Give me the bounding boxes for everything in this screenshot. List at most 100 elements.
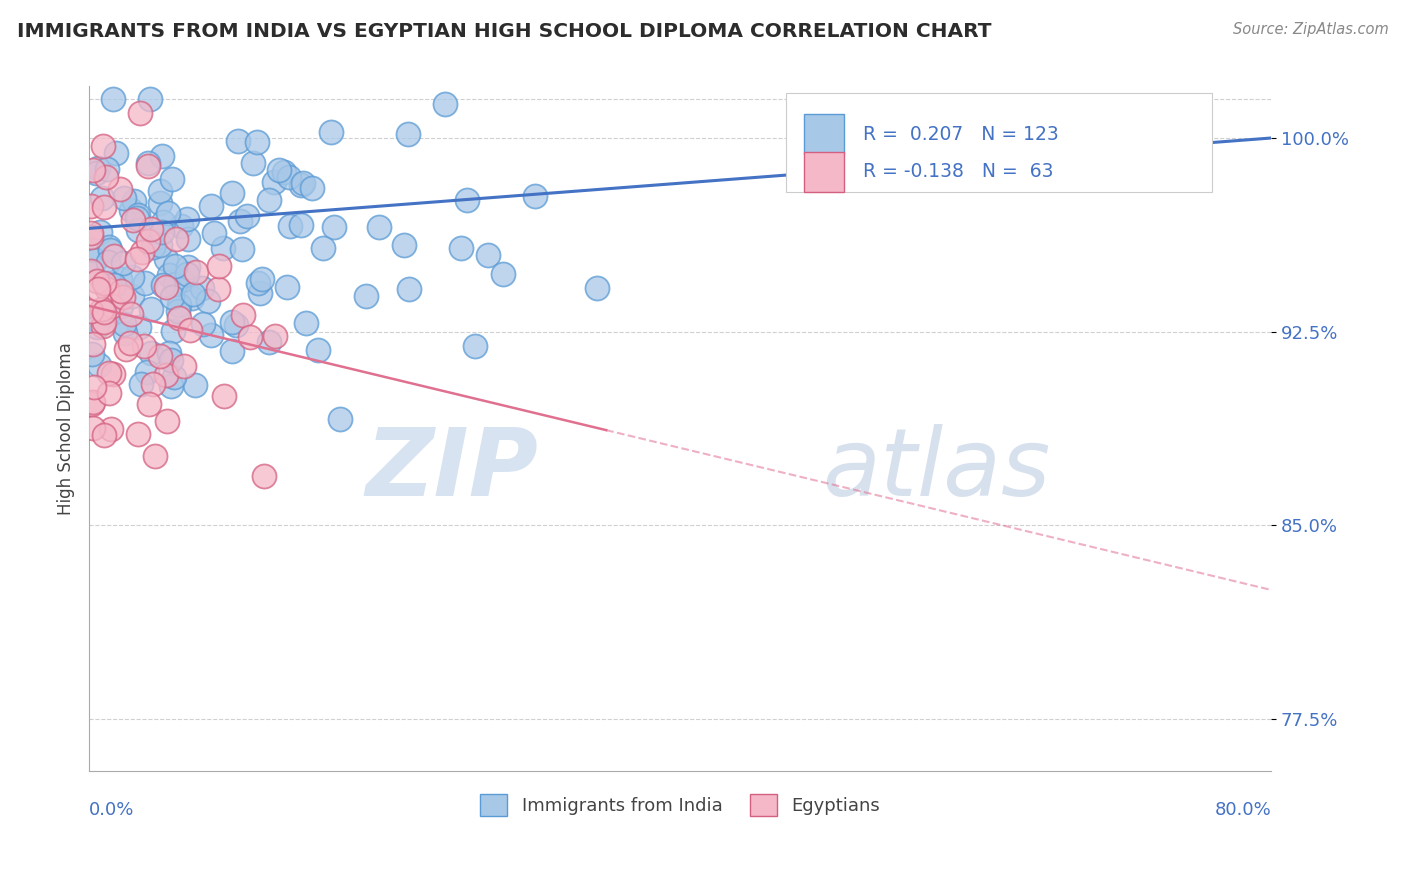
Point [228, 134, 250, 148]
Text: R = -0.138   N =  63: R = -0.138 N = 63 [863, 162, 1054, 181]
Point [176, 232, 198, 246]
Point [173, 359, 195, 374]
Point [165, 231, 187, 245]
Point [276, 280, 298, 294]
Point [290, 178, 312, 193]
Point [103, 248, 125, 262]
Point [155, 368, 177, 382]
Point [93, 200, 115, 214]
Point [98, 243, 121, 257]
Point [103, 277, 125, 292]
Point [329, 412, 352, 426]
Point [179, 323, 201, 337]
Point [155, 280, 177, 294]
Point [167, 310, 190, 325]
Point [212, 241, 235, 255]
Point [197, 294, 219, 309]
Point [585, 281, 607, 295]
Point [97, 240, 120, 254]
Point [86, 274, 108, 288]
Point [112, 191, 135, 205]
Point [232, 308, 254, 322]
Point [138, 92, 160, 106]
Point [290, 218, 312, 232]
Point [450, 242, 472, 256]
Point [177, 260, 200, 274]
Point [180, 291, 202, 305]
Point [464, 339, 486, 353]
Point [90, 301, 112, 316]
Point [115, 342, 138, 356]
Point [477, 247, 499, 261]
Point [184, 265, 207, 279]
Point [202, 226, 225, 240]
Point [82, 395, 104, 409]
Point [131, 244, 153, 259]
Point [157, 206, 180, 220]
Point [160, 290, 183, 304]
Point [97, 255, 120, 269]
Point [152, 278, 174, 293]
Point [163, 259, 186, 273]
Point [127, 208, 149, 222]
Point [93, 304, 115, 318]
Point [150, 225, 173, 239]
Point [249, 285, 271, 300]
Point [167, 298, 190, 312]
Point [492, 267, 515, 281]
Point [80, 199, 103, 213]
Point [257, 193, 280, 207]
Text: IMMIGRANTS FROM INDIA VS EGYPTIAN HIGH SCHOOL DIPLOMA CORRELATION CHART: IMMIGRANTS FROM INDIA VS EGYPTIAN HIGH S… [17, 22, 991, 41]
Point [111, 256, 134, 270]
Point [114, 326, 136, 341]
Point [101, 299, 124, 313]
Point [129, 376, 152, 391]
Point [156, 414, 179, 428]
Point [221, 343, 243, 358]
Point [398, 282, 420, 296]
Point [456, 194, 478, 208]
FancyBboxPatch shape [786, 93, 1212, 193]
Point [150, 149, 173, 163]
Point [138, 396, 160, 410]
Point [252, 271, 274, 285]
Point [207, 282, 229, 296]
Point [136, 155, 159, 169]
Point [176, 267, 198, 281]
Point [356, 289, 378, 303]
Point [91, 139, 114, 153]
Point [125, 252, 148, 266]
Point [121, 269, 143, 284]
Point [111, 289, 134, 303]
Point [91, 190, 114, 204]
Point [101, 92, 124, 106]
Point [257, 334, 280, 349]
Point [165, 277, 187, 292]
Point [94, 169, 117, 184]
Point [263, 176, 285, 190]
Point [110, 284, 132, 298]
Point [392, 237, 415, 252]
Point [208, 259, 231, 273]
Point [200, 328, 222, 343]
Point [87, 161, 110, 176]
Point [127, 427, 149, 442]
Y-axis label: High School Diploma: High School Diploma [58, 343, 75, 515]
Point [98, 385, 121, 400]
Point [149, 185, 172, 199]
Point [225, 318, 247, 332]
Point [221, 315, 243, 329]
Point [523, 189, 546, 203]
Point [246, 135, 269, 149]
Point [200, 198, 222, 212]
Point [120, 202, 142, 217]
Point [80, 266, 103, 280]
Point [134, 277, 156, 291]
Point [121, 213, 143, 227]
Point [301, 181, 323, 195]
Point [212, 389, 235, 403]
Point [87, 358, 110, 372]
Point [278, 170, 301, 185]
Point [128, 319, 150, 334]
Point [231, 242, 253, 256]
